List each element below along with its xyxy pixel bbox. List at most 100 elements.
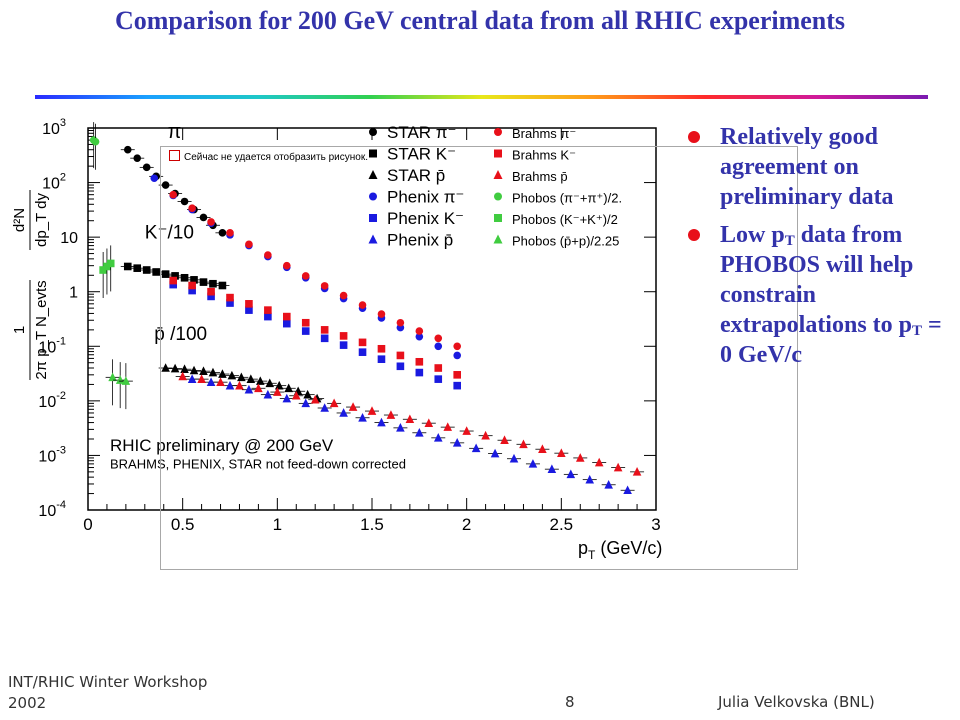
data-point	[509, 453, 519, 463]
data-point	[207, 292, 215, 301]
data-point	[283, 319, 291, 328]
data-point	[329, 398, 339, 408]
annotation-kaon: K⁻/10	[145, 222, 194, 243]
data-point	[339, 341, 348, 349]
data-point	[133, 154, 142, 162]
data-point	[528, 459, 538, 468]
data-point	[358, 301, 367, 309]
footer-author: Julia Velkovska (BNL)	[718, 693, 875, 711]
footer-page-number: 8	[565, 693, 575, 711]
data-point	[273, 387, 282, 396]
data-point	[301, 318, 310, 327]
data-point	[218, 369, 227, 378]
data-point	[209, 279, 217, 288]
y-tick-label: 1	[69, 285, 78, 302]
legend-marker	[494, 149, 502, 158]
data-point	[246, 374, 256, 383]
annotation-pi: π⁻	[168, 121, 192, 143]
chart-note-1: RHIC preliminary @ 200 GeV	[110, 436, 334, 455]
data-point	[264, 312, 272, 321]
broken-image-text: Сейчас не удается отобразить рисунок.	[184, 152, 368, 163]
legend-marker	[368, 170, 378, 179]
data-point	[320, 282, 329, 290]
data-point	[150, 174, 159, 183]
y-label-one: 1	[11, 326, 28, 334]
data-point	[396, 351, 405, 360]
legend-entry: Phobos (p̄+p)/2.25	[512, 234, 619, 249]
data-point	[178, 371, 187, 381]
y-tick-label: 10-3	[38, 444, 66, 465]
data-point	[396, 423, 405, 432]
data-point	[197, 374, 206, 383]
data-point	[604, 479, 613, 489]
data-point	[538, 444, 547, 454]
data-point	[613, 462, 623, 472]
data-point	[190, 276, 198, 284]
legend-marker	[369, 214, 377, 222]
data-point	[161, 181, 170, 189]
data-point	[623, 485, 632, 495]
data-point	[169, 276, 177, 285]
data-point	[142, 266, 151, 274]
data-point	[265, 378, 275, 388]
data-point	[557, 448, 566, 457]
data-point	[225, 380, 235, 390]
data-point	[320, 403, 329, 412]
data-point	[320, 334, 329, 343]
data-point	[216, 377, 225, 386]
data-point	[301, 272, 310, 280]
data-point	[245, 300, 253, 308]
legend-entry: Phobos (K⁻+K⁺)/2	[512, 212, 618, 227]
data-point	[237, 372, 246, 382]
data-point	[291, 390, 301, 400]
data-point	[339, 408, 348, 417]
legend-marker	[369, 192, 377, 201]
legend-entry: Phenix p̄	[387, 231, 453, 250]
broken-image-icon	[169, 150, 180, 161]
data-point	[434, 342, 443, 351]
data-point	[396, 318, 405, 327]
data-point	[358, 348, 367, 356]
footer-year: 2002	[8, 694, 47, 712]
bullet-text-part: data from PHOBOS will help constrain ext…	[720, 222, 914, 338]
y-label-denominator2: 2π p_T N_evts	[33, 280, 50, 379]
broken-image-frame: Сейчас не удается отобразить рисунок.	[160, 146, 798, 570]
legend-entry: STAR K⁻	[387, 145, 456, 164]
data-point	[339, 332, 348, 340]
data-point	[453, 351, 462, 360]
legend-entry: Brahms p̄	[512, 169, 568, 184]
data-point	[434, 375, 443, 383]
y-tick-label: 10-2	[38, 390, 66, 411]
data-point	[320, 326, 329, 334]
bullet-list: Relatively good agreement on preliminary…	[688, 122, 950, 378]
data-point	[358, 338, 367, 347]
data-point	[226, 299, 234, 307]
legend-marker	[369, 128, 377, 136]
data-point	[434, 364, 443, 372]
data-point	[133, 264, 142, 272]
data-point	[301, 398, 311, 408]
data-point	[255, 376, 265, 385]
data-point	[594, 457, 604, 467]
x-tick-label: 0.5	[171, 515, 195, 534]
data-point	[115, 375, 125, 384]
data-point	[490, 448, 500, 458]
data-point	[170, 363, 180, 373]
data-point	[206, 377, 216, 386]
bullet-subscript: T	[912, 323, 923, 339]
y-label-numerator: d²N	[11, 208, 28, 232]
bullet-dot-icon	[688, 131, 700, 143]
data-point	[405, 414, 415, 424]
legend-entry: Brahms K⁻	[512, 148, 576, 163]
y-axis-label: d²N dp_T dy 1 2π p_T N_evts	[11, 190, 50, 380]
y-tick-label: 103	[42, 117, 66, 138]
data-point	[207, 218, 215, 226]
x-tick-label: 2	[462, 515, 471, 534]
data-point	[152, 268, 160, 276]
x-tick-label: 1.5	[360, 515, 384, 534]
data-point	[227, 370, 237, 380]
legend-marker	[494, 192, 502, 201]
data-point	[218, 281, 227, 290]
data-point	[123, 262, 132, 271]
data-point	[303, 389, 312, 399]
